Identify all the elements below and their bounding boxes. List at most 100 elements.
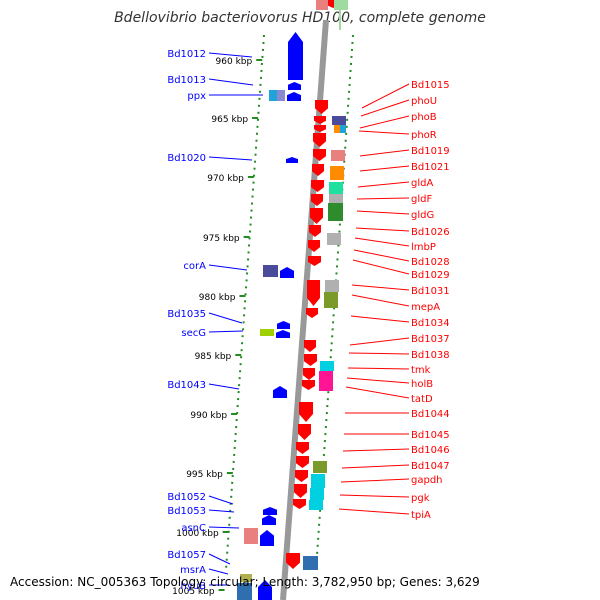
category-box (316, 0, 328, 10)
reverse-gene (312, 164, 324, 176)
tick-label: 960 kbp (216, 57, 253, 67)
left-label-connector (208, 78, 254, 86)
right-label-connector (348, 352, 410, 355)
category-box (329, 182, 343, 194)
right-label-connector (338, 508, 410, 515)
reverse-gene (311, 180, 324, 192)
reverse-gene (313, 133, 326, 147)
reverse-gene (313, 149, 326, 161)
right-gene-label: Bd1037 (411, 334, 450, 345)
right-gene-label: Bd1046 (411, 445, 450, 456)
reverse-gene (307, 280, 320, 306)
category-box (310, 488, 324, 500)
category-box (327, 233, 341, 245)
category-box (320, 361, 334, 371)
genome-summary: Accession: NC_005363 Topology: circular;… (10, 575, 480, 589)
right-gene-label: Bd1044 (411, 409, 450, 420)
left-gene-label: Bd1057 (167, 550, 206, 561)
right-gene-label: gldF (411, 194, 432, 205)
left-gene-label: secG (181, 328, 206, 339)
right-label-connector (340, 478, 410, 483)
right-gene-label: mepA (411, 302, 440, 313)
reverse-gene (286, 553, 300, 569)
left-label-connector (208, 383, 240, 390)
category-box (330, 166, 344, 180)
right-gene-label: Bd1045 (411, 430, 450, 441)
right-gene-label: Bd1026 (411, 227, 450, 238)
right-gene-label: lmbP (411, 242, 436, 253)
category-box (334, 0, 348, 10)
category-box (313, 461, 327, 473)
category-box (331, 150, 345, 161)
right-gene-label: Bd1015 (411, 80, 450, 91)
tick-label: 980 kbp (199, 293, 236, 303)
right-gene-label: phoB (411, 112, 437, 123)
left-label-connector (208, 495, 234, 505)
reverse-gene (295, 470, 308, 482)
right-label-connector (349, 337, 410, 346)
right-label-connector (354, 237, 410, 247)
left-label-connector (208, 330, 244, 333)
left-gene-label: msrA (180, 565, 206, 576)
right-label-connector (345, 386, 410, 399)
right-label-connector (346, 377, 410, 384)
right-label-connector (353, 249, 410, 262)
left-gene-label: Bd1035 (167, 309, 206, 320)
forward-gene (260, 530, 274, 546)
reverse-gene (294, 484, 307, 498)
right-gene-label: pgk (411, 493, 430, 504)
category-box (269, 90, 277, 101)
reverse-gene (309, 225, 321, 237)
left-gene-label: Bd1053 (167, 506, 206, 517)
tick-label: 965 kbp (211, 115, 248, 125)
right-label-connector (339, 494, 410, 498)
left-label-connector (208, 568, 229, 575)
right-label-connector (355, 227, 410, 232)
left-label-connector (208, 553, 231, 565)
right-label-connector (359, 165, 410, 172)
reverse-gene (293, 499, 306, 509)
left-gene-label: hyuB (181, 581, 207, 592)
forward-gene (263, 507, 277, 515)
right-gene-label: Bd1029 (411, 270, 450, 281)
right-label-connector (342, 448, 410, 452)
category-box (325, 280, 339, 292)
tick-label: 1005 kbp (172, 587, 215, 597)
left-gene-label: asnC (181, 523, 206, 534)
right-gene-label: Bd1021 (411, 162, 450, 173)
category-box (260, 329, 274, 336)
right-gene-label: gapdh (411, 475, 443, 486)
forward-gene (273, 386, 287, 398)
reverse-gene (308, 256, 321, 266)
right-gene-label: gldG (411, 210, 434, 221)
left-gene-label: Bd1052 (167, 492, 206, 503)
tick-label: 1000 kbp (176, 529, 219, 539)
reverse-gene (304, 340, 316, 352)
left-gene-label: Bd1012 (167, 49, 206, 60)
reverse-gene (308, 240, 320, 252)
reverse-gene (311, 194, 323, 206)
category-box (237, 583, 252, 600)
right-label-connector (351, 294, 410, 307)
right-gene-label: Bd1031 (411, 286, 450, 297)
right-gene-label: tmk (411, 365, 431, 376)
right-label-connector (351, 284, 410, 291)
reverse-gene (310, 208, 323, 224)
forward-gene (288, 32, 303, 80)
category-box (244, 528, 258, 544)
forward-gene (288, 82, 301, 90)
category-box (309, 500, 323, 510)
forward-gene (277, 321, 290, 329)
tick-label: 995 kbp (186, 470, 223, 480)
category-box (334, 125, 340, 133)
right-gene-label: Bd1047 (411, 461, 450, 472)
left-label-connector (208, 312, 243, 324)
reverse-gene (304, 354, 317, 366)
right-label-connector (341, 464, 410, 469)
right-gene-label: holB (411, 379, 433, 390)
right-gene-label: Bd1028 (411, 257, 450, 268)
tick-label: 985 kbp (195, 352, 232, 362)
right-label-connector (360, 99, 410, 117)
right-label-connector (359, 115, 410, 129)
